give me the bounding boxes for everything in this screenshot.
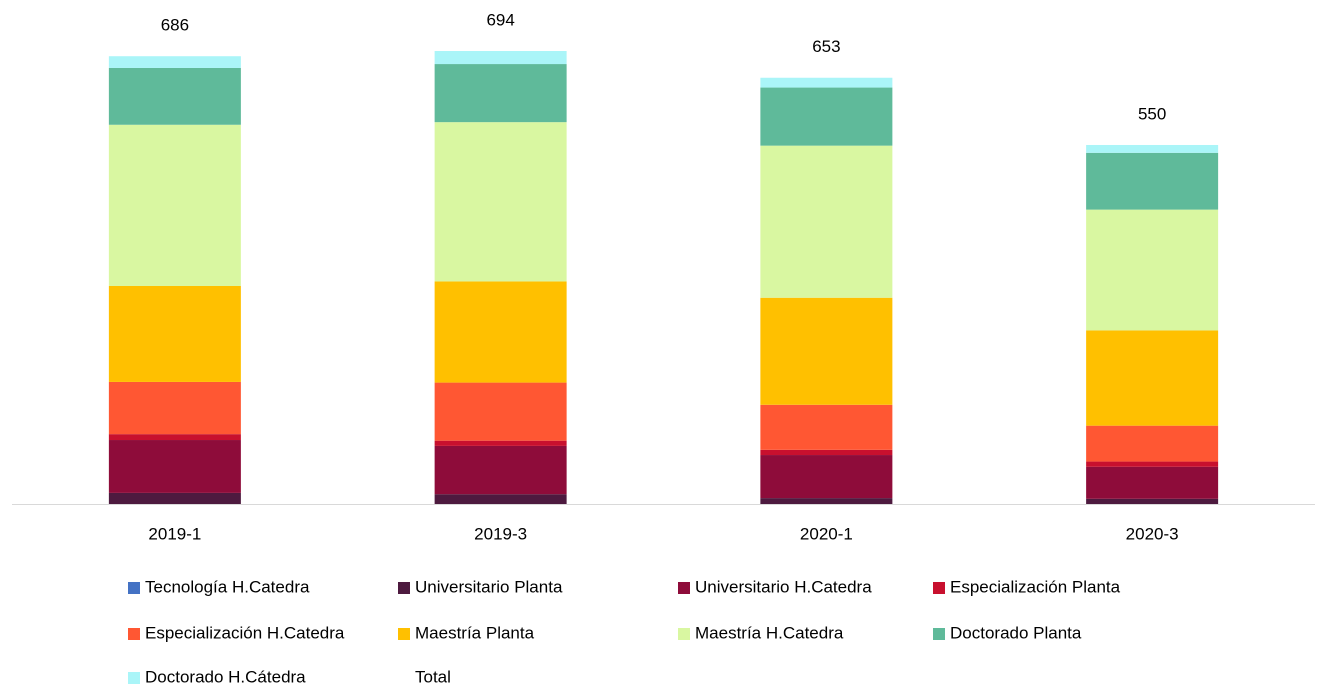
legend-label: Tecnología H.Catedra [145, 577, 310, 596]
bar-segment [434, 382, 567, 441]
bar-segment [1086, 330, 1219, 426]
bar-segment [434, 494, 567, 504]
bar-segment [434, 64, 567, 123]
x-tick-label: 2019-1 [148, 524, 201, 543]
bar-segment [1086, 461, 1219, 467]
bar-segment [1086, 152, 1219, 210]
bar-segment [434, 440, 567, 446]
legend-label: Doctorado H.Cátedra [145, 667, 306, 686]
legend-label: Universitario Planta [415, 577, 563, 596]
bar-segment [1086, 144, 1219, 153]
x-tick-label: 2020-3 [1126, 524, 1179, 543]
legend-label: Total [415, 667, 451, 686]
legend-label: Maestría Planta [415, 623, 535, 642]
total-label: 694 [486, 10, 514, 29]
total-label: 550 [1138, 104, 1166, 123]
bar-segment [108, 56, 241, 68]
legend-swatch [398, 628, 410, 640]
legend-swatch [398, 582, 410, 594]
bar-segment [434, 445, 567, 495]
legend-swatch [678, 582, 690, 594]
legend-swatch [128, 628, 140, 640]
bar-segment [760, 87, 893, 146]
bar-segment [108, 381, 241, 435]
legend-swatch [128, 582, 140, 594]
bar-segment [760, 145, 893, 298]
legend-label: Especialización H.Catedra [145, 623, 345, 642]
bar-segment [760, 498, 893, 504]
bar-segment [434, 281, 567, 383]
legend-label: Doctorado Planta [950, 623, 1082, 642]
bar-segment [760, 297, 893, 405]
legend-label: Universitario H.Catedra [695, 577, 872, 596]
bar-segment [108, 440, 241, 493]
bar-segment [434, 51, 567, 65]
bar-segment [108, 67, 241, 125]
legend-swatch [678, 628, 690, 640]
bar-segment [760, 404, 893, 450]
bar-segment [1086, 466, 1219, 499]
bar-segment [1086, 425, 1219, 462]
bar-segment [760, 449, 893, 456]
total-label: 686 [161, 16, 189, 35]
legend-label: Maestría H.Catedra [695, 623, 844, 642]
x-tick-label: 2020-1 [800, 524, 853, 543]
bar-segment [108, 434, 241, 441]
total-label: 653 [812, 37, 840, 56]
bar-segment [108, 124, 241, 286]
bar-segment [760, 455, 893, 499]
bar-segment [108, 285, 241, 382]
legend-swatch [933, 628, 945, 640]
x-tick-label: 2019-3 [474, 524, 527, 543]
bar-segment [760, 77, 893, 88]
bar-segment [1086, 498, 1219, 504]
legend-swatch [128, 672, 140, 684]
bar-segment [434, 122, 567, 282]
bar-segment [1086, 209, 1219, 331]
bar-segment [108, 492, 241, 504]
legend-swatch [933, 582, 945, 594]
legend-label: Especialización Planta [950, 577, 1121, 596]
